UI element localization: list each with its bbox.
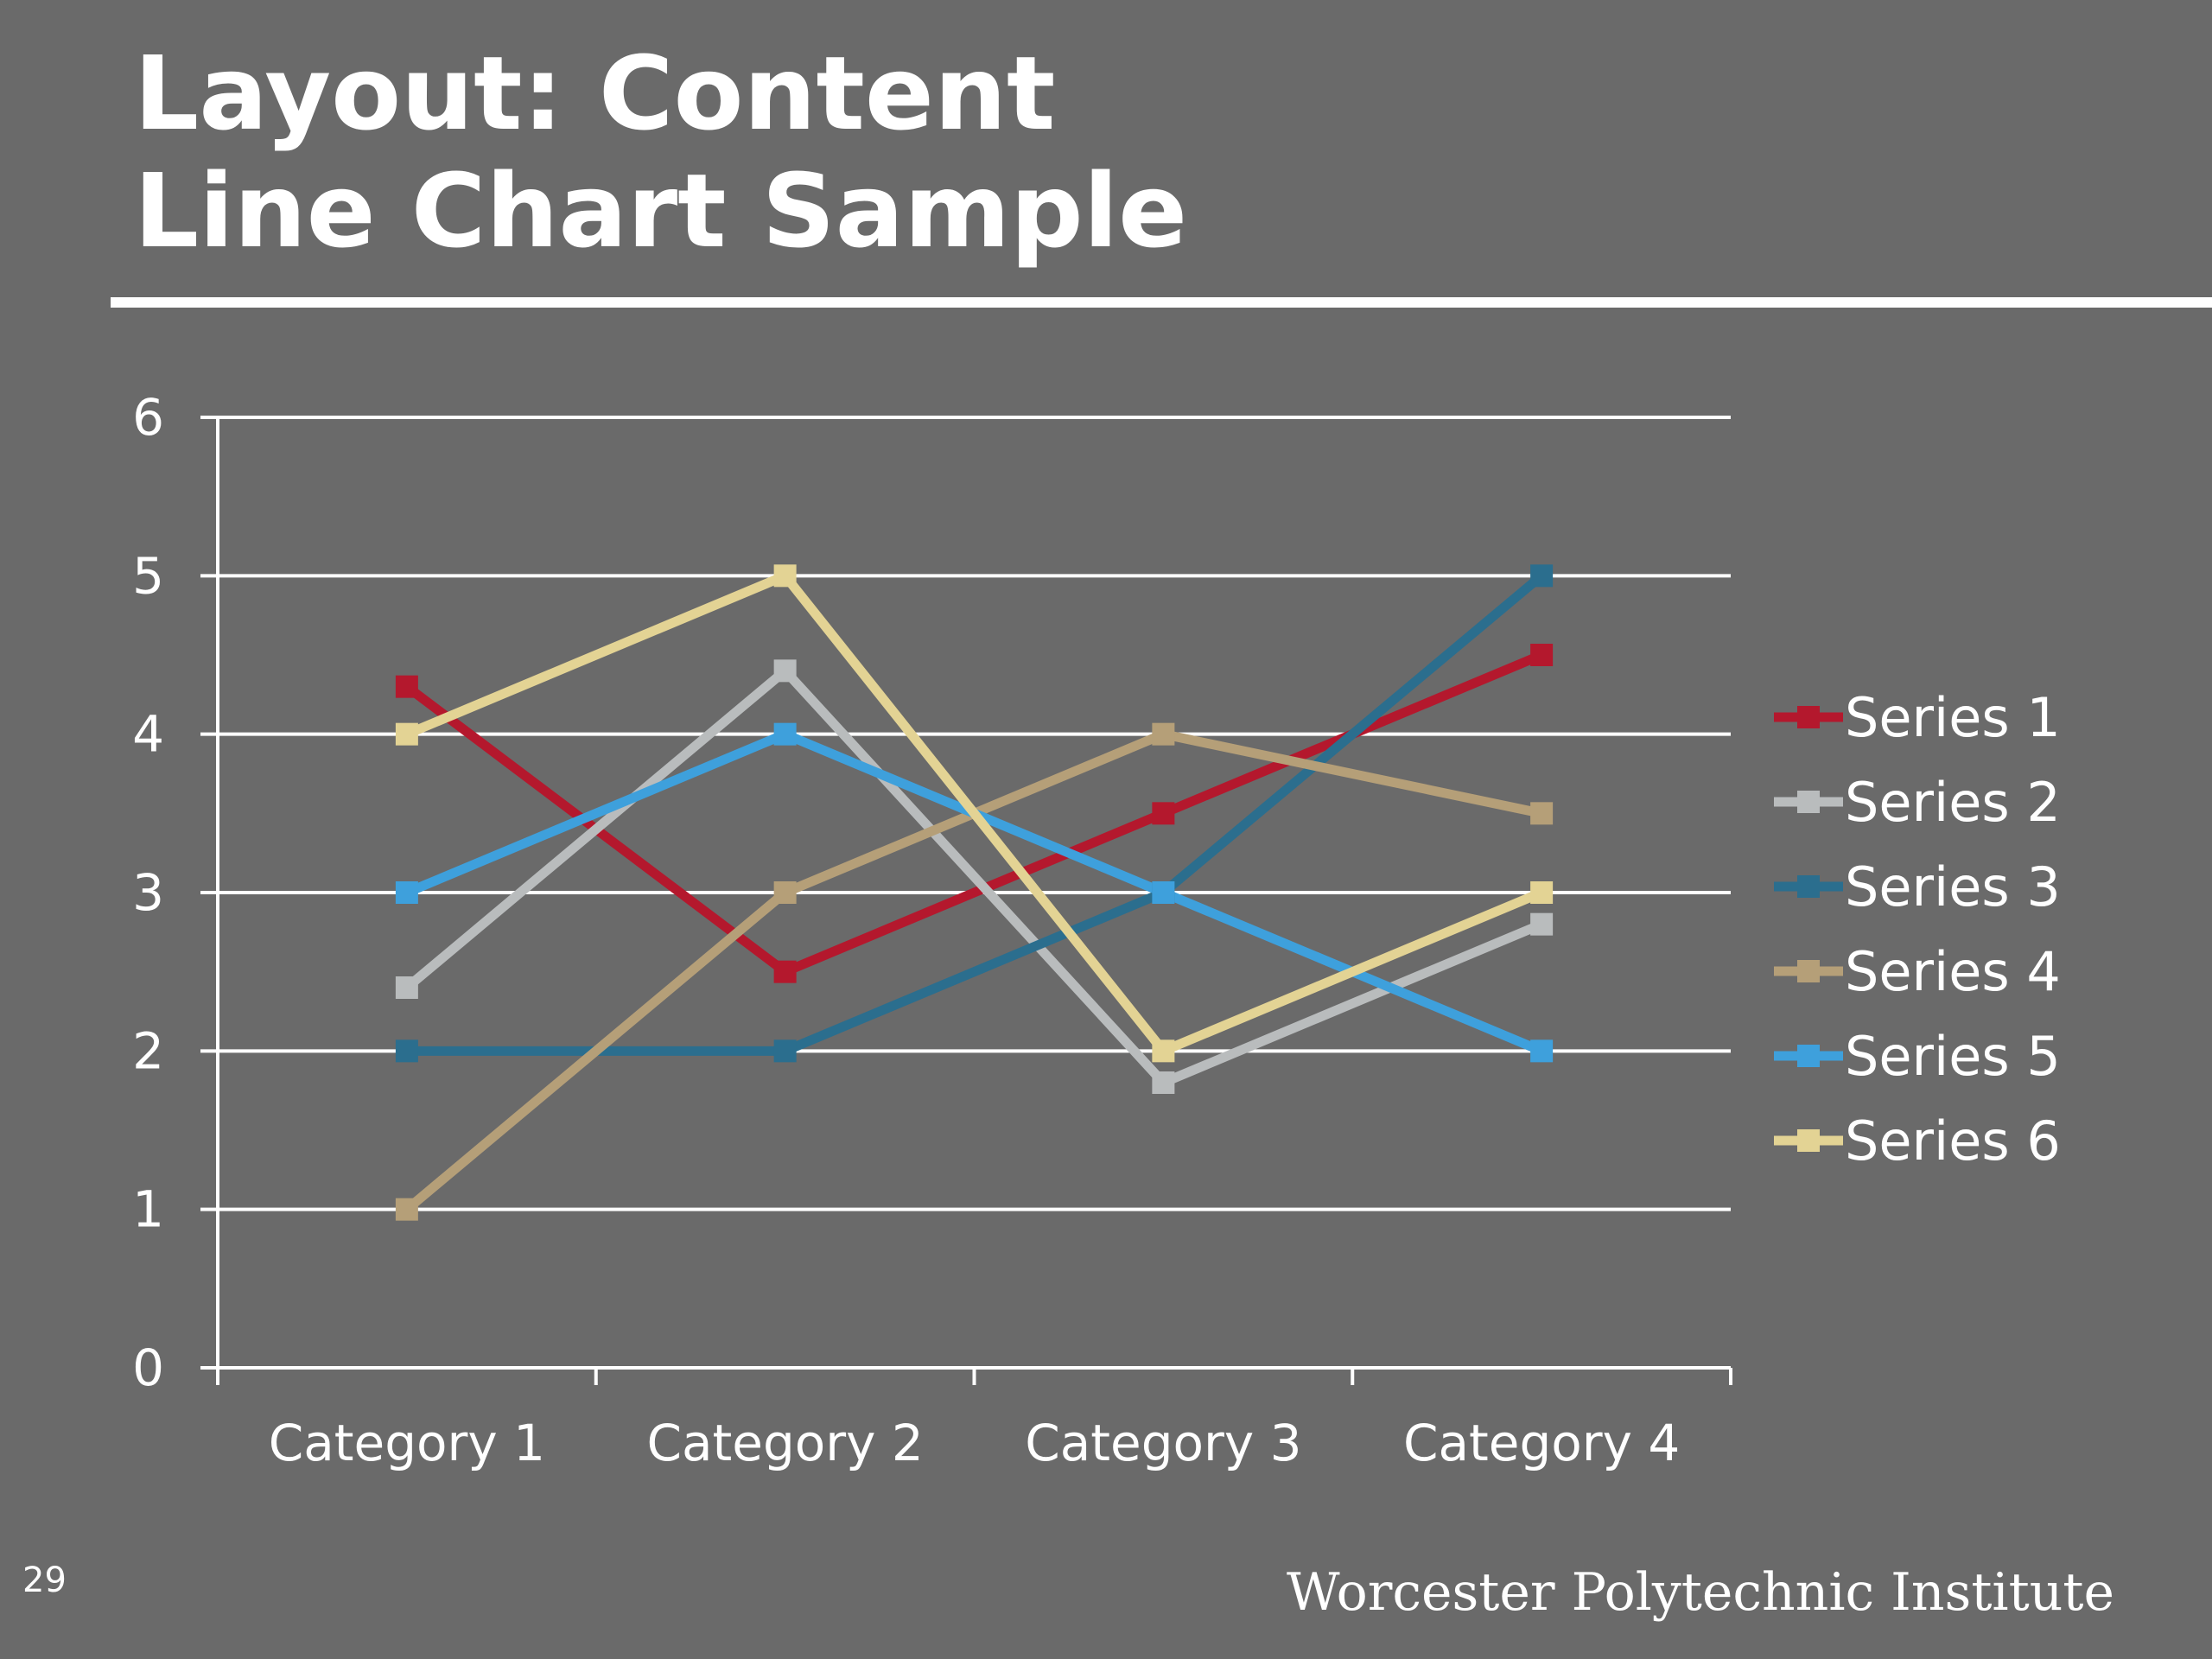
series-2-marker [395, 976, 418, 999]
y-tick-label: 0 [132, 1338, 164, 1397]
x-tick-label: Category 4 [1403, 1414, 1680, 1472]
series-5-marker [1152, 881, 1175, 904]
series-5-marker [1530, 1039, 1554, 1063]
series-lines [395, 564, 1554, 1221]
legend: Series 1 Series 2 Series 3 Series 4 Series 5… [1774, 686, 2061, 1173]
series-5-marker [395, 881, 418, 904]
title-divider [111, 297, 2212, 308]
x-tick-label: Category 1 [269, 1414, 545, 1472]
series-1-marker [773, 960, 797, 983]
series-2-marker [1530, 912, 1554, 936]
series-3-marker [395, 1039, 418, 1063]
legend-swatch-marker [1797, 1129, 1820, 1152]
series-5-marker [773, 722, 797, 746]
series-3-marker [773, 1039, 797, 1063]
legend-swatch-marker [1797, 791, 1820, 813]
x-tick-label: Category 2 [646, 1414, 923, 1472]
series-6-marker [1530, 881, 1554, 904]
series-1-marker [1530, 644, 1554, 666]
series-2-marker [773, 659, 797, 683]
series-4-marker [1152, 722, 1175, 746]
series-4-marker [395, 1198, 418, 1221]
x-tick-label: Category 3 [1025, 1414, 1301, 1472]
legend-swatch-marker [1797, 1045, 1820, 1067]
organization-name: Worcester Polytechnic Institute [1286, 1562, 2114, 1623]
series-line-2 [404, 664, 1544, 1089]
axes: 0 1 2 3 4 5 6 Category 1 Category 2 Category 3 Cat… [132, 388, 1732, 1472]
slide-title: Layout: Content Line Chart Sample [134, 35, 1187, 270]
y-tick-label: 5 [132, 546, 164, 605]
y-tick-label: 6 [132, 388, 164, 447]
series-1-marker [1152, 802, 1175, 825]
series-6-marker [395, 722, 418, 746]
legend-swatch-marker [1797, 875, 1820, 898]
series-3-marker [1530, 564, 1554, 588]
series-1-marker [395, 675, 418, 698]
y-tick-label: 1 [132, 1180, 164, 1239]
legend-entry-label: Series 2 [1845, 771, 2061, 834]
series-6-marker [773, 564, 797, 588]
legend-swatch-marker [1797, 706, 1820, 728]
legend-swatch-marker [1797, 960, 1820, 982]
y-tick-label: 4 [132, 705, 164, 764]
legend-entry-label: Series 1 [1845, 686, 2061, 749]
y-tick-label: 2 [132, 1021, 164, 1080]
legend-entry-label: Series 5 [1845, 1025, 2061, 1088]
series-4-marker [1530, 802, 1554, 825]
series-6-marker [1152, 1039, 1175, 1063]
slide-title-line-1: Layout: Content [134, 34, 1056, 153]
legend-entry-label: Series 3 [1845, 855, 2061, 918]
legend-entry-label: Series 6 [1845, 1109, 2061, 1173]
slide-title-line-2: Line Chart Sample [134, 151, 1188, 270]
series-line-6 [404, 569, 1544, 1058]
legend-entry-label: Series 4 [1845, 940, 2061, 1003]
series-2-marker [1152, 1071, 1175, 1094]
page-number: 29 [22, 1560, 67, 1600]
series-4-marker [773, 881, 797, 904]
y-tick-label: 3 [132, 863, 164, 922]
